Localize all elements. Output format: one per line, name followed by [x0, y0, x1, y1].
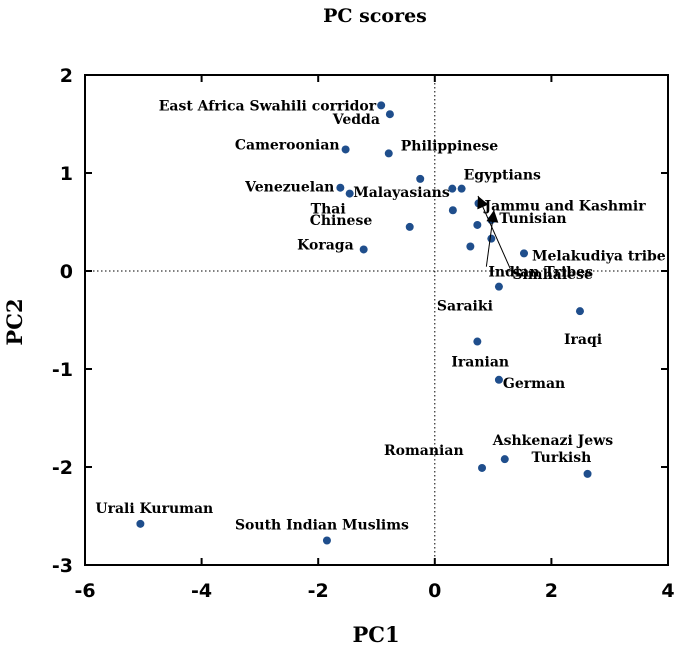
reference-lines	[85, 75, 668, 565]
data-point	[478, 463, 487, 472]
x-tick-label: 4	[661, 580, 674, 602]
point-label: Vedda	[332, 112, 380, 128]
y-tick-label: 0	[60, 261, 73, 283]
data-point	[136, 519, 145, 528]
point-label: Koraga	[297, 237, 354, 253]
data-point	[575, 307, 584, 316]
y-tick-label: -2	[52, 457, 73, 479]
data-point	[466, 242, 475, 251]
point-label: Iranian	[451, 355, 509, 371]
data-point	[487, 234, 496, 243]
simhalese-arrow-line	[477, 195, 511, 270]
data-point	[385, 110, 394, 119]
y-axis-label: PC2	[2, 298, 27, 345]
point-label: Malayasians	[353, 185, 450, 201]
x-tick-label: 0	[428, 580, 441, 602]
point-label: East Africa Swahili corridor	[159, 98, 377, 114]
point-label: Philippinese	[401, 138, 499, 154]
axis-ticks: -6 -4 -2 0 2 4 -3 -2 -1 0 1 2	[52, 65, 675, 602]
data-point	[359, 245, 368, 254]
data-point	[416, 174, 425, 183]
data-point	[583, 469, 592, 478]
data-point	[345, 189, 354, 198]
data-point	[405, 222, 414, 231]
point-label: German	[503, 376, 565, 392]
y-tick-label: 1	[60, 163, 73, 185]
point-label: Ashkenazi Jews	[492, 433, 614, 449]
data-point	[519, 249, 528, 258]
data-point	[494, 375, 503, 384]
point-label: Thai	[311, 202, 346, 218]
data-point	[500, 455, 509, 464]
data-point	[336, 183, 345, 192]
point-label: Simhalese	[512, 267, 593, 283]
point-label: Indian Tribes	[488, 265, 593, 281]
point-label: Venezuelan	[244, 180, 334, 196]
point-label: Melakudiya tribe	[532, 248, 666, 264]
x-tick-label: -4	[191, 580, 212, 602]
data-point	[384, 149, 393, 158]
data-point	[457, 184, 466, 193]
data-point	[473, 337, 482, 346]
indian-tribes-arrow-head	[486, 210, 499, 223]
x-tick-label: -6	[74, 580, 95, 602]
data-point	[494, 282, 503, 291]
point-label: Jammu and Kashmir	[483, 198, 647, 214]
y-tick-label: -1	[52, 359, 73, 381]
x-tick-label: -2	[308, 580, 329, 602]
point-label: Romanian	[384, 443, 464, 459]
point-label: Tunisian	[499, 211, 566, 227]
plot-frame	[84, 74, 669, 566]
point-label: Turkish	[532, 450, 592, 466]
annotation-arrows	[477, 195, 511, 270]
point-label: Cameroonian	[235, 137, 340, 153]
y-tick-label: 2	[60, 65, 73, 87]
point-label: Iraqi	[564, 332, 602, 348]
x-tick-label: 2	[545, 580, 558, 602]
data-point	[448, 206, 457, 215]
point-label: Chinese	[310, 213, 373, 229]
point-label: Egyptians	[464, 168, 541, 184]
data-point	[341, 145, 350, 154]
data-points	[136, 101, 592, 545]
data-point	[377, 101, 386, 110]
y-tick-label: -3	[52, 555, 73, 577]
data-point	[473, 220, 482, 229]
point-label: Urali Kuruman	[95, 501, 213, 517]
data-point	[448, 184, 457, 193]
x-axis-label: PC1	[352, 622, 399, 647]
point-label: South Indian Muslims	[235, 518, 409, 534]
simhalese-arrow-head	[477, 196, 489, 210]
data-point	[322, 536, 331, 545]
chart-title: PC scores	[323, 5, 427, 27]
point-label: Saraiki	[437, 299, 493, 315]
